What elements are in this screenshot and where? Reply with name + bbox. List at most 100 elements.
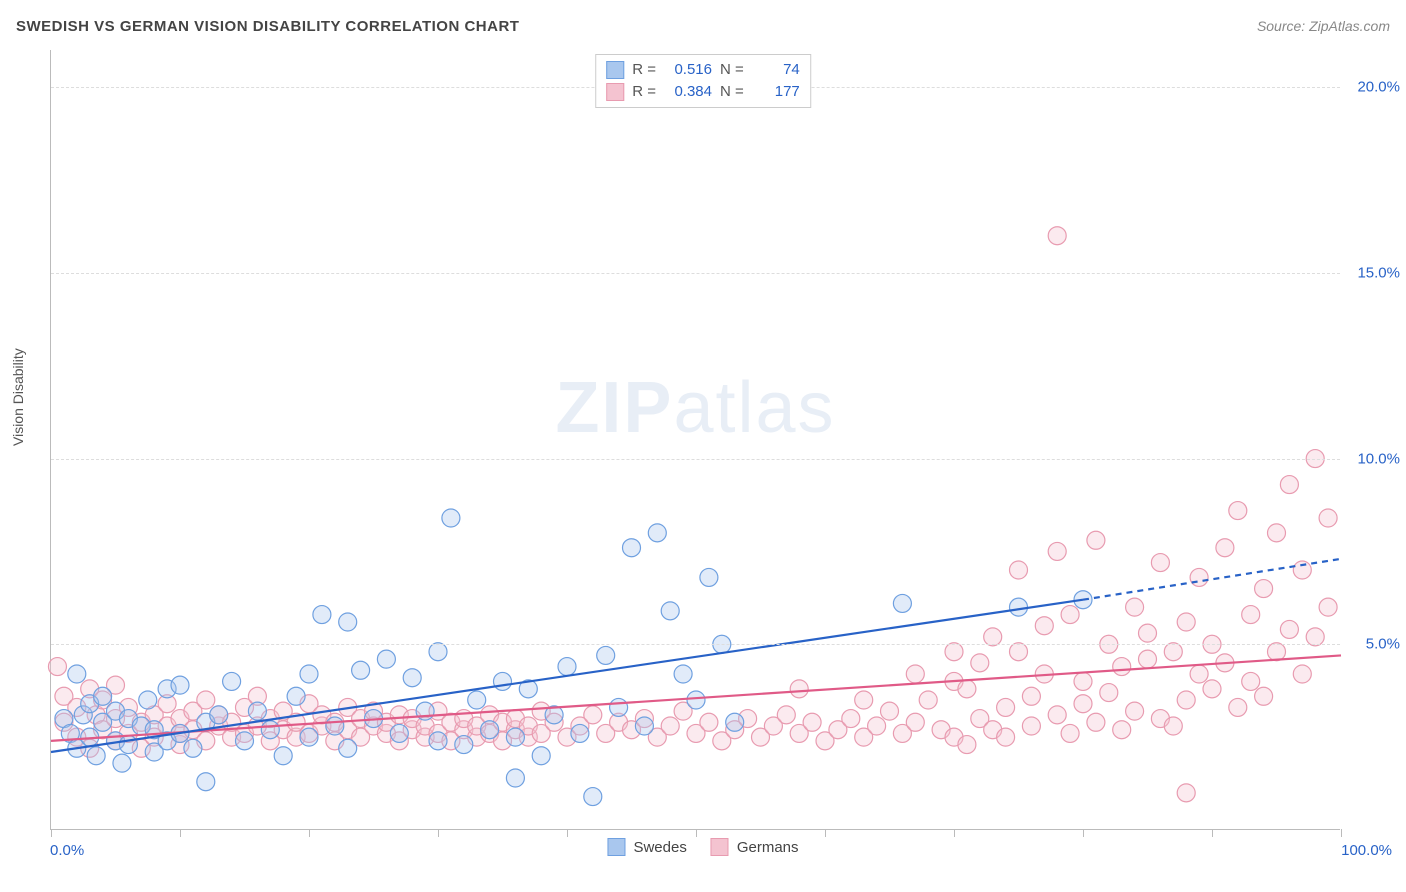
swedes-point — [184, 739, 202, 757]
swedes-point — [597, 646, 615, 664]
x-tick — [180, 829, 181, 837]
germans-point — [842, 710, 860, 728]
plot-area: ZIPatlas 5.0%10.0%15.0%20.0% — [50, 50, 1340, 830]
legend-item-swedes: Swedes — [607, 838, 686, 856]
x-tick — [825, 829, 826, 837]
germans-point — [1255, 580, 1273, 598]
germans-point — [1126, 598, 1144, 616]
swedes-point — [429, 732, 447, 750]
swedes-point — [584, 788, 602, 806]
germans-legend-swatch-icon — [711, 838, 729, 856]
germans-point — [1139, 650, 1157, 668]
germans-point — [1293, 665, 1311, 683]
germans-point — [584, 706, 602, 724]
x-tick — [309, 829, 310, 837]
germans-point — [1293, 561, 1311, 579]
germans-point — [700, 713, 718, 731]
germans-point — [958, 736, 976, 754]
swedes-point — [339, 613, 357, 631]
x-tick — [438, 829, 439, 837]
germans-point — [1319, 509, 1337, 527]
germans-point — [997, 698, 1015, 716]
germans-point — [1061, 724, 1079, 742]
swedes-point — [223, 672, 241, 690]
germans-point — [984, 628, 1002, 646]
stats-row-germans: R = 0.384 N = 177 — [606, 81, 800, 103]
swedes-point — [300, 728, 318, 746]
swedes-point — [455, 736, 473, 754]
swedes-point — [481, 721, 499, 739]
germans-point — [1177, 613, 1195, 631]
swedes-point — [635, 717, 653, 735]
germans-point — [1268, 524, 1286, 542]
x-tick — [1212, 829, 1213, 837]
swedes-point — [623, 539, 641, 557]
grid-line — [51, 644, 1340, 645]
germans-point — [803, 713, 821, 731]
germans-point — [1048, 542, 1066, 560]
germans-point — [1010, 561, 1028, 579]
swedes-point — [248, 702, 266, 720]
germans-point — [1229, 502, 1247, 520]
swedes-point — [287, 687, 305, 705]
y-tick-label: 20.0% — [1357, 79, 1400, 96]
swedes-swatch-icon — [606, 61, 624, 79]
germans-point — [1010, 643, 1028, 661]
source-attribution: Source: ZipAtlas.com — [1257, 18, 1390, 34]
germans-point — [1048, 706, 1066, 724]
grid-line — [51, 273, 1340, 274]
swedes-point — [113, 754, 131, 772]
germans-point — [1074, 672, 1092, 690]
germans-point — [855, 691, 873, 709]
germans-point — [868, 717, 886, 735]
swedes-point — [339, 739, 357, 757]
germans-point — [1190, 568, 1208, 586]
swedes-point — [700, 568, 718, 586]
swedes-point — [197, 773, 215, 791]
swedes-point — [261, 721, 279, 739]
swedes-point — [236, 732, 254, 750]
grid-line — [51, 459, 1340, 460]
germans-point — [1255, 687, 1273, 705]
germans-point — [1177, 784, 1195, 802]
x-tick — [1341, 829, 1342, 837]
swedes-point — [571, 724, 589, 742]
germans-point — [1164, 643, 1182, 661]
germans-point — [945, 643, 963, 661]
swedes-point — [313, 606, 331, 624]
germans-point — [661, 717, 679, 735]
germans-point — [1319, 598, 1337, 616]
germans-point — [881, 702, 899, 720]
swedes-point — [377, 650, 395, 668]
swedes-point — [352, 661, 370, 679]
germans-point — [1164, 717, 1182, 735]
swedes-point — [119, 736, 137, 754]
germans-point — [1203, 680, 1221, 698]
swedes-point — [610, 698, 628, 716]
swedes-point — [403, 669, 421, 687]
germans-point — [790, 680, 808, 698]
germans-point — [1242, 606, 1260, 624]
swedes-point — [300, 665, 318, 683]
germans-point — [777, 706, 795, 724]
germans-point — [1022, 687, 1040, 705]
germans-point — [1229, 698, 1247, 716]
swedes-legend-swatch-icon — [607, 838, 625, 856]
germans-point — [1087, 531, 1105, 549]
germans-point — [1126, 702, 1144, 720]
germans-point — [1113, 658, 1131, 676]
swedes-point — [661, 602, 679, 620]
germans-point — [971, 654, 989, 672]
swedes-point — [139, 691, 157, 709]
x-tick — [1083, 829, 1084, 837]
y-tick-label: 10.0% — [1357, 450, 1400, 467]
germans-point — [1139, 624, 1157, 642]
germans-point — [197, 691, 215, 709]
swedes-point — [674, 665, 692, 683]
swedes-point — [1010, 598, 1028, 616]
swedes-point — [274, 747, 292, 765]
germans-point — [997, 728, 1015, 746]
germans-point — [1306, 628, 1324, 646]
germans-point — [1242, 672, 1260, 690]
germans-point — [1177, 691, 1195, 709]
